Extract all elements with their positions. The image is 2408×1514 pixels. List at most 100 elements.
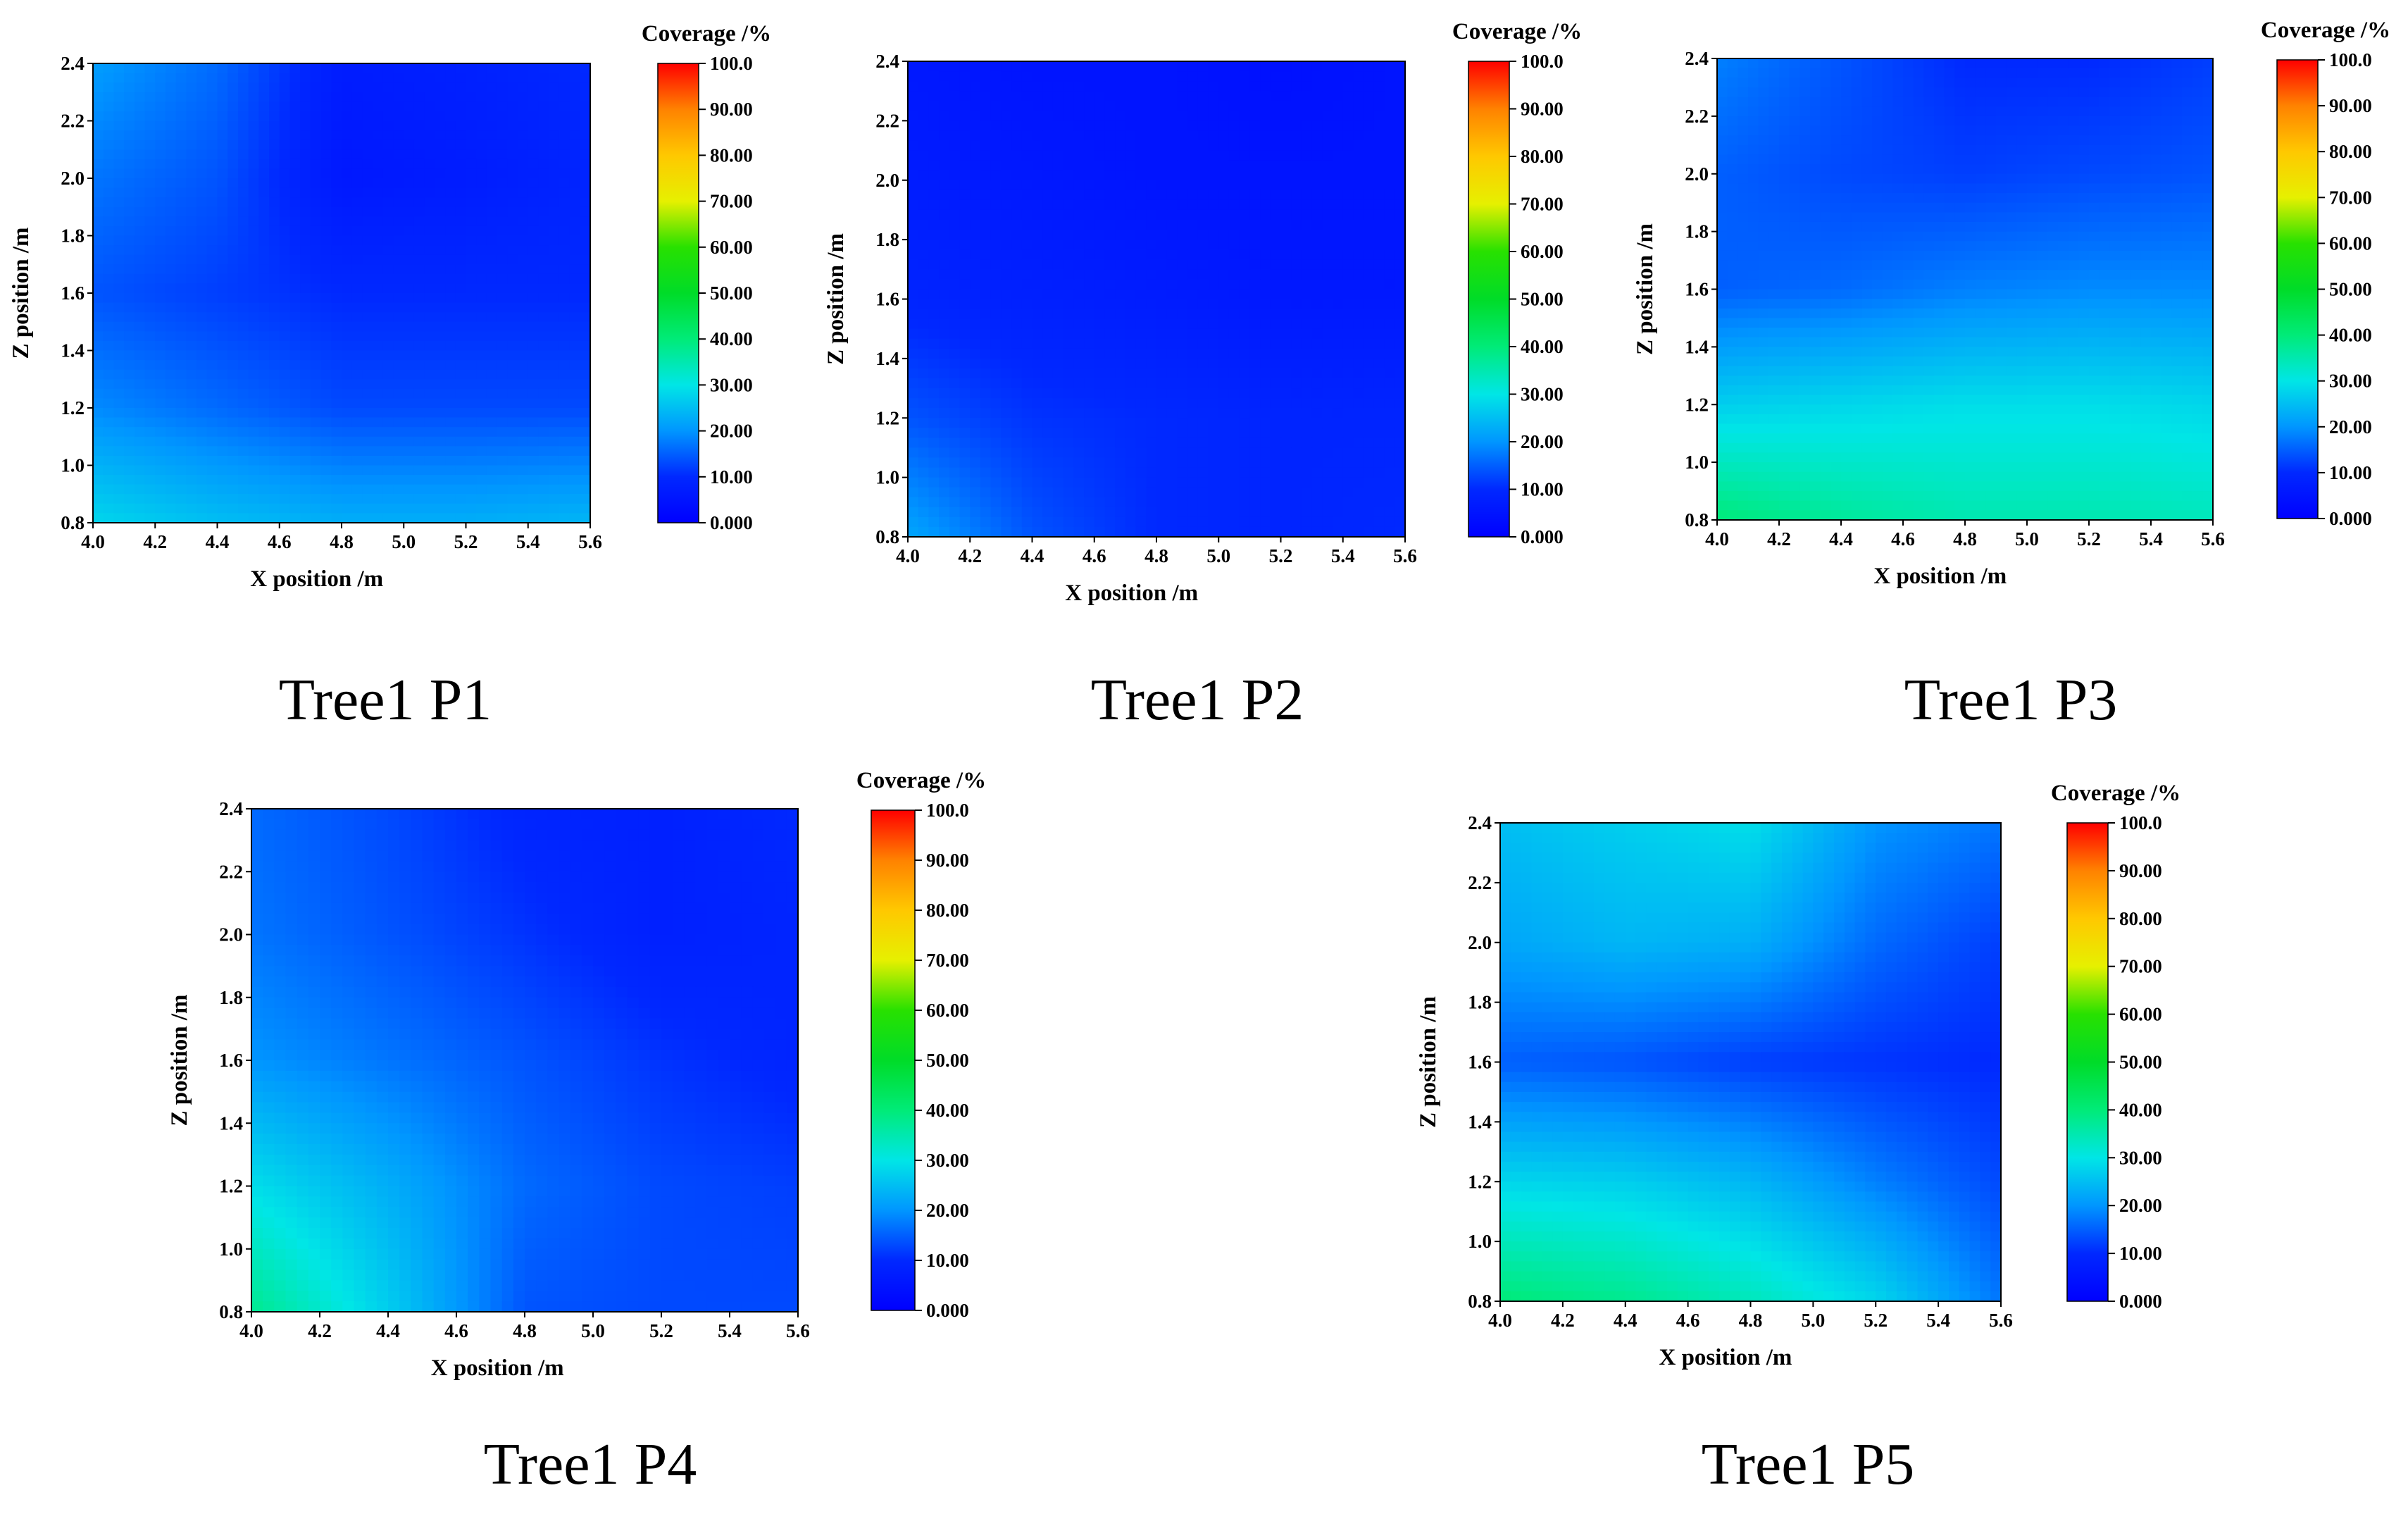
heatmap-cell — [466, 121, 477, 131]
heatmap-cell — [425, 370, 435, 380]
heatmap-cell — [373, 322, 383, 332]
heatmap-cell — [2171, 97, 2182, 107]
heatmap-cell — [1364, 438, 1374, 448]
heatmap-cell — [1291, 368, 1302, 379]
heatmap-cell — [497, 264, 508, 274]
heatmap-cell — [487, 389, 497, 399]
heatmap-cell — [518, 418, 528, 428]
heatmap-cell — [249, 437, 259, 447]
heatmap-cell — [104, 149, 114, 159]
heatmap-cell — [918, 71, 929, 82]
heatmap-cell — [507, 264, 518, 274]
heatmap-cell — [1374, 398, 1385, 409]
heatmap-cell — [1218, 458, 1229, 469]
heatmap-cell — [1011, 220, 1022, 230]
heatmap-cell — [93, 121, 104, 131]
heatmap-cell — [1229, 299, 1240, 310]
heatmap-cell — [1198, 527, 1209, 538]
heatmap-cell — [1167, 388, 1178, 399]
heatmap-cell — [1312, 388, 1323, 399]
heatmap-cell — [1281, 507, 1292, 518]
heatmap-cell — [960, 130, 971, 141]
heatmap-cell — [1302, 478, 1312, 488]
heatmap-cell — [321, 63, 332, 73]
heatmap-cell — [104, 351, 114, 361]
heatmap-cell — [218, 427, 228, 437]
heatmap-cell — [1073, 378, 1084, 389]
heatmap-cell — [528, 92, 539, 102]
heatmap-cell — [1249, 507, 1260, 518]
heatmap-cell — [207, 494, 218, 504]
heatmap-cell — [1033, 329, 1043, 340]
heatmap-cell — [1125, 210, 1136, 221]
heatmap-cell — [570, 111, 580, 121]
heatmap-cell — [908, 398, 918, 409]
heatmap-cell — [176, 168, 187, 178]
heatmap-cell — [124, 149, 135, 159]
heatmap-cell — [991, 418, 1002, 428]
heatmap-cell — [404, 485, 414, 495]
heatmap-cell — [373, 513, 383, 523]
heatmap-cell — [104, 92, 114, 102]
heatmap-cell — [980, 249, 991, 260]
heatmap-cell — [1353, 141, 1364, 151]
heatmap-cell — [918, 200, 929, 211]
heatmap-cell — [991, 240, 1002, 250]
colorbar-tick-label: 70.00 — [1521, 194, 1564, 215]
heatmap-cell — [207, 274, 218, 284]
heatmap-cell — [1115, 339, 1125, 349]
heatmap-cell — [507, 92, 518, 102]
heatmap-cell — [1385, 61, 1395, 72]
heatmap-cell — [1033, 71, 1043, 82]
heatmap-cell — [1353, 190, 1364, 201]
heatmap-cell — [1260, 220, 1271, 230]
heatmap-cell — [949, 101, 960, 111]
heatmap-cell — [1281, 279, 1292, 290]
heatmap-cell — [487, 82, 497, 92]
heatmap-cell — [331, 111, 342, 121]
colorbar-tick-label: 90.00 — [1521, 99, 1564, 120]
heatmap-cell — [1104, 309, 1115, 320]
heatmap-cell — [1022, 418, 1033, 428]
heatmap-cell — [1281, 120, 1292, 131]
heatmap-cell — [928, 210, 939, 221]
heatmap-cell — [1291, 478, 1302, 488]
heatmap-cell — [1156, 81, 1167, 92]
heatmap-cell — [908, 81, 918, 92]
heatmap-cell — [466, 73, 477, 83]
heatmap-cell — [1073, 527, 1084, 538]
heatmap-cell — [218, 274, 228, 284]
heatmap-cell — [549, 475, 559, 485]
heatmap-cell — [1364, 161, 1374, 171]
heatmap-cell — [580, 283, 590, 293]
heatmap-cell — [196, 303, 207, 313]
heatmap-cell — [425, 140, 435, 150]
heatmap-cell — [1042, 527, 1053, 538]
heatmap-cell — [311, 427, 321, 437]
heatmap-cell — [1136, 378, 1147, 389]
heatmap-cell — [289, 121, 300, 131]
heatmap-cell — [373, 331, 383, 341]
heatmap-cell — [1033, 438, 1043, 448]
heatmap-cell — [1042, 230, 1053, 240]
heatmap-cell — [352, 149, 363, 159]
heatmap-cell — [1302, 438, 1312, 448]
heatmap-cell — [176, 341, 187, 351]
heatmap-cell — [1229, 249, 1240, 260]
heatmap-cell — [908, 497, 918, 508]
heatmap-cell — [1271, 279, 1281, 290]
heatmap-cell — [970, 329, 980, 340]
heatmap-cell — [155, 351, 166, 361]
heatmap-cell — [1281, 329, 1292, 340]
heatmap-cell — [207, 360, 218, 370]
heatmap-cell — [487, 312, 497, 322]
heatmap-cell — [207, 351, 218, 361]
heatmap-cell — [1271, 161, 1281, 171]
heatmap-cell — [1343, 368, 1354, 379]
heatmap-cell — [238, 207, 249, 217]
heatmap-cell — [960, 91, 971, 101]
heatmap-cell — [311, 130, 321, 140]
heatmap-cell — [497, 101, 508, 111]
heatmap-cell — [1249, 359, 1260, 369]
heatmap-cell — [580, 398, 590, 408]
